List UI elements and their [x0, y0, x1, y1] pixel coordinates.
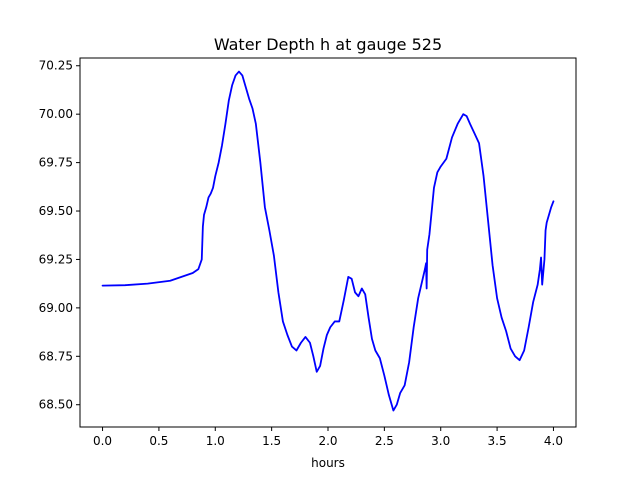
y-tick-label: 68.50 — [39, 398, 73, 412]
x-axis: 0.0 0.5 1.0 1.5 2.0 2.5 3.0 3.5 4.0 — [93, 427, 563, 448]
y-axis: 68.50 68.75 69.00 69.25 69.50 69.75 70.00 70.25 — [39, 59, 80, 412]
x-tick-label: 1.5 — [262, 434, 281, 448]
series-line — [101, 70, 555, 412]
y-tick-label: 70.00 — [39, 107, 73, 121]
y-tick-label: 69.00 — [39, 301, 73, 315]
x-tick-label: 1.0 — [206, 434, 225, 448]
y-tick-label: 70.25 — [39, 59, 73, 73]
y-tick-label: 68.75 — [39, 349, 73, 363]
y-tick-label: 69.25 — [39, 252, 73, 266]
y-tick-label: 69.50 — [39, 204, 73, 218]
x-tick-label: 4.0 — [544, 434, 563, 448]
x-tick-label: 3.0 — [431, 434, 450, 448]
x-tick-label: 3.5 — [488, 434, 507, 448]
x-axis-label: hours — [311, 456, 345, 470]
plot-frame — [79, 57, 577, 428]
y-tick-label: 69.75 — [39, 156, 73, 170]
x-tick-label: 2.5 — [375, 434, 394, 448]
x-tick-label: 2.0 — [318, 434, 337, 448]
chart-title: Water Depth h at gauge 525 — [214, 35, 442, 54]
x-tick-label: 0.5 — [149, 434, 168, 448]
x-tick-label: 0.0 — [93, 434, 112, 448]
